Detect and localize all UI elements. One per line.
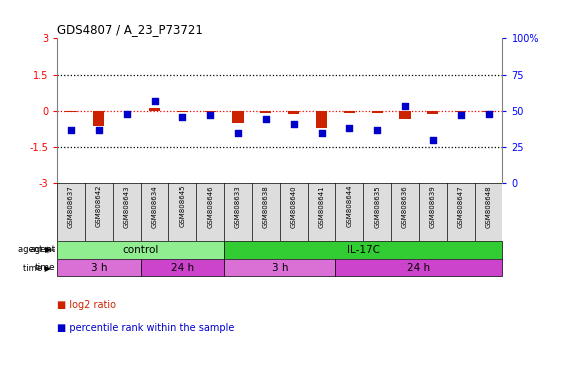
Text: 24 h: 24 h [408, 263, 431, 273]
Text: GSM808645: GSM808645 [179, 185, 186, 227]
Point [66, 127, 75, 133]
Text: GSM808647: GSM808647 [458, 185, 464, 228]
Text: GSM808633: GSM808633 [235, 185, 241, 228]
Bar [260, 111, 271, 113]
Point [150, 98, 159, 104]
Point [428, 137, 437, 143]
Text: GSM808634: GSM808634 [151, 185, 158, 228]
Bar [372, 111, 383, 113]
Bar [224, 241, 502, 259]
Text: GSM808636: GSM808636 [402, 185, 408, 228]
Text: GSM808646: GSM808646 [207, 185, 213, 228]
Point [373, 127, 382, 133]
Text: agent: agent [30, 245, 56, 255]
Point [234, 129, 243, 136]
Point [262, 116, 271, 122]
Point [122, 111, 131, 117]
Bar [57, 241, 224, 259]
Bar [140, 259, 224, 276]
Bar [400, 111, 411, 119]
Text: 24 h: 24 h [171, 263, 194, 273]
Bar [66, 111, 77, 112]
Text: IL-17C: IL-17C [347, 245, 380, 255]
Bar [224, 259, 335, 276]
Text: GSM808643: GSM808643 [124, 185, 130, 228]
Text: ■ log2 ratio: ■ log2 ratio [57, 300, 116, 310]
Text: GDS4807 / A_23_P73721: GDS4807 / A_23_P73721 [57, 23, 203, 36]
Bar [57, 259, 140, 276]
Text: agent ▶: agent ▶ [18, 245, 51, 255]
Text: GSM808638: GSM808638 [263, 185, 269, 228]
Bar [455, 111, 467, 112]
Text: 3 h: 3 h [91, 263, 107, 273]
Text: 3 h: 3 h [272, 263, 288, 273]
Text: control: control [122, 245, 159, 255]
Bar [149, 108, 160, 111]
Text: GSM808639: GSM808639 [430, 185, 436, 228]
Bar [177, 111, 188, 112]
Bar [93, 111, 104, 126]
Point [317, 129, 326, 136]
Point [484, 111, 493, 117]
Point [345, 125, 354, 131]
Text: GSM808635: GSM808635 [374, 185, 380, 228]
Point [178, 114, 187, 120]
Point [289, 121, 298, 127]
Text: GSM808641: GSM808641 [319, 185, 324, 228]
Bar [288, 111, 299, 114]
Point [400, 103, 409, 109]
Text: GSM808637: GSM808637 [68, 185, 74, 228]
Text: GSM808644: GSM808644 [347, 185, 352, 227]
Bar [204, 111, 216, 112]
Bar [427, 111, 439, 114]
Point [94, 127, 103, 133]
Text: GSM808642: GSM808642 [96, 185, 102, 227]
Text: GSM808640: GSM808640 [291, 185, 297, 228]
Text: ■ percentile rank within the sample: ■ percentile rank within the sample [57, 323, 235, 333]
Point [206, 112, 215, 118]
Text: time: time [35, 263, 56, 272]
Bar [335, 259, 502, 276]
Bar [344, 111, 355, 113]
Bar [232, 111, 244, 123]
Text: time ▶: time ▶ [23, 263, 51, 272]
Point [456, 112, 465, 118]
Bar [316, 111, 327, 127]
Text: GSM808648: GSM808648 [485, 185, 492, 228]
